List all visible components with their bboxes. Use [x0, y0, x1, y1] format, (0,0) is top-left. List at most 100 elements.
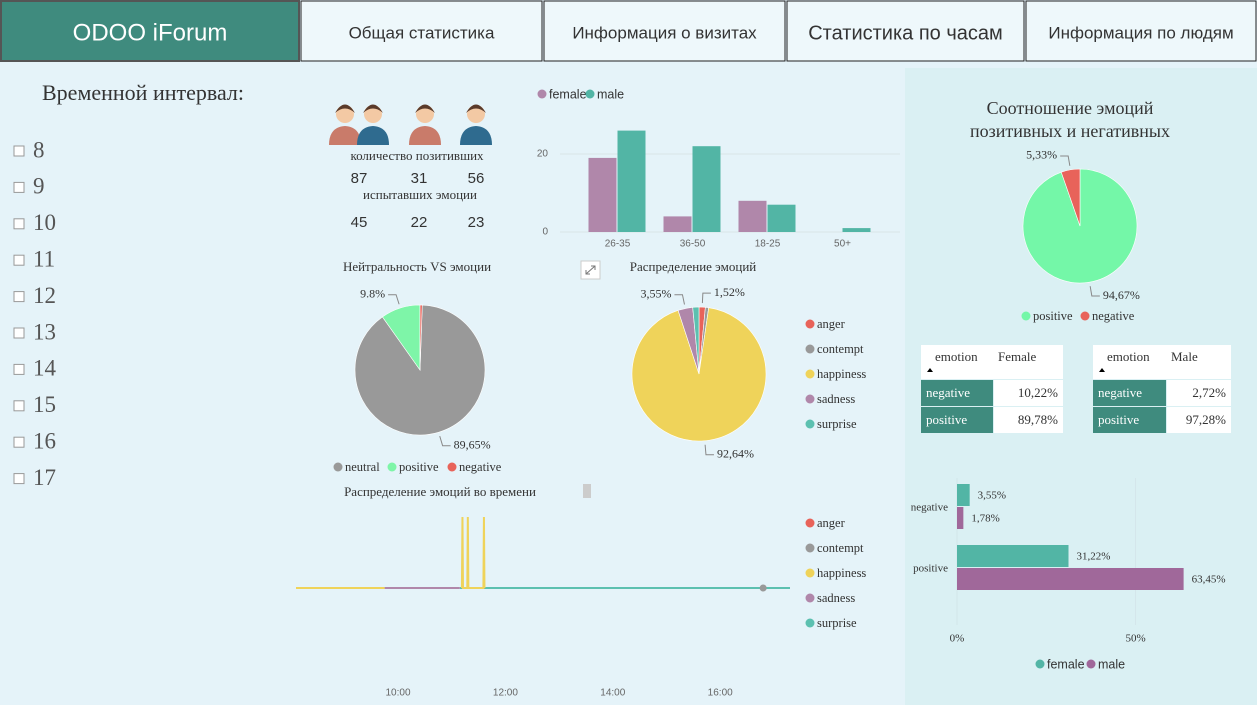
chart-title: Нейтральность VS эмоции [343, 259, 491, 274]
legend-label: anger [817, 317, 846, 331]
row-key: negative [926, 385, 970, 400]
checkbox[interactable] [13, 400, 25, 412]
x-tick-label: 16:00 [708, 688, 733, 699]
bar [957, 507, 964, 529]
checkbox[interactable] [13, 327, 25, 339]
legend-label: female [1047, 657, 1085, 671]
people-count: 56 [468, 170, 485, 187]
bar [767, 204, 796, 232]
checkbox[interactable] [13, 254, 25, 266]
legend-label: contempt [817, 541, 864, 555]
y-tick-label: 20 [537, 149, 549, 160]
person-hair [466, 104, 486, 113]
tab[interactable] [543, 0, 786, 62]
legend-swatch [585, 89, 595, 99]
tab[interactable] [1025, 0, 1257, 62]
tab-label: Информация о визитах [572, 23, 757, 42]
row-value: 89,78% [1018, 412, 1058, 427]
hour-option: 13 [33, 319, 56, 344]
bar [738, 200, 767, 232]
person-icon [460, 126, 492, 145]
legend-swatch [805, 394, 815, 404]
y-tick-label: positive [913, 563, 948, 575]
person-hair [363, 104, 383, 113]
legend-label: male [597, 87, 624, 101]
hour-option: 10 [33, 210, 56, 235]
checkbox[interactable] [13, 436, 25, 448]
bar [957, 484, 970, 506]
legend-label: happiness [817, 566, 866, 580]
tab-label: ODOO iForum [73, 19, 228, 46]
bar [957, 568, 1184, 590]
pie-slice [631, 307, 767, 442]
table-header [1093, 345, 1231, 379]
legend-swatch [333, 462, 343, 472]
scroll-handle[interactable] [583, 484, 591, 498]
legend-swatch [1021, 311, 1031, 321]
legend-swatch [805, 543, 815, 553]
leader-line [701, 292, 711, 304]
data-label: 1,52% [714, 285, 745, 299]
tab[interactable] [300, 0, 543, 62]
row-key-cell [921, 407, 993, 433]
checkbox[interactable] [13, 218, 25, 230]
legend-label: male [1098, 657, 1125, 671]
legend-swatch [537, 89, 547, 99]
tab-label: Статистика по часам [808, 22, 1003, 44]
checkbox[interactable] [13, 473, 25, 485]
expand-glyph [585, 265, 596, 275]
pie-slice [692, 306, 700, 375]
chart-title: Распределение эмоций во времени [344, 484, 536, 499]
person-hair [335, 104, 355, 113]
table-header [921, 345, 1063, 379]
row-key: positive [926, 412, 967, 427]
checkbox[interactable] [13, 181, 25, 193]
chart-title: Распределение эмоций [630, 259, 757, 274]
people-count: 23 [468, 214, 485, 231]
row-key-cell [1093, 380, 1166, 406]
sort-icon[interactable] [927, 368, 933, 372]
leader-line [1089, 286, 1100, 297]
column-header: Female [998, 349, 1036, 364]
person-icon [357, 126, 389, 145]
chart-title: Соотношение эмоций [987, 98, 1154, 118]
series-line [296, 516, 486, 589]
people-count: 31 [411, 170, 428, 187]
row-key-cell [921, 380, 993, 406]
person-icon [409, 126, 441, 145]
tab[interactable] [786, 0, 1025, 62]
hour-option: 16 [33, 428, 56, 453]
row-key: negative [1098, 385, 1142, 400]
legend-swatch [805, 518, 815, 528]
x-tick-label: 10:00 [386, 688, 411, 699]
legend-swatch [447, 462, 457, 472]
bar [663, 216, 692, 232]
data-label: 3,55% [978, 490, 1006, 502]
legend-label: female [549, 87, 587, 101]
data-label: 63,45% [1192, 574, 1226, 586]
x-tick-label: 50+ [834, 239, 851, 250]
people-count: 22 [411, 214, 428, 231]
y-tick-label: 0 [542, 227, 548, 238]
person-head [416, 105, 434, 123]
row-value: 97,28% [1186, 412, 1226, 427]
checkbox[interactable] [13, 363, 25, 375]
legend-swatch [805, 419, 815, 429]
tab[interactable] [0, 0, 300, 62]
legend-label: sadness [817, 591, 855, 605]
chart-title: позитивных и негативных [970, 121, 1170, 141]
hour-option: 9 [33, 174, 45, 199]
x-tick-label: 26-35 [605, 239, 631, 250]
column-header: emotion [935, 349, 978, 364]
sort-icon[interactable] [1099, 368, 1105, 372]
person-head [467, 105, 485, 123]
leader-line [439, 435, 451, 447]
legend-label: anger [817, 516, 846, 530]
checkbox[interactable] [13, 291, 25, 303]
person-head [364, 105, 382, 123]
legend-label: surprise [817, 417, 857, 431]
legend-swatch [805, 568, 815, 578]
checkbox[interactable] [13, 145, 25, 157]
